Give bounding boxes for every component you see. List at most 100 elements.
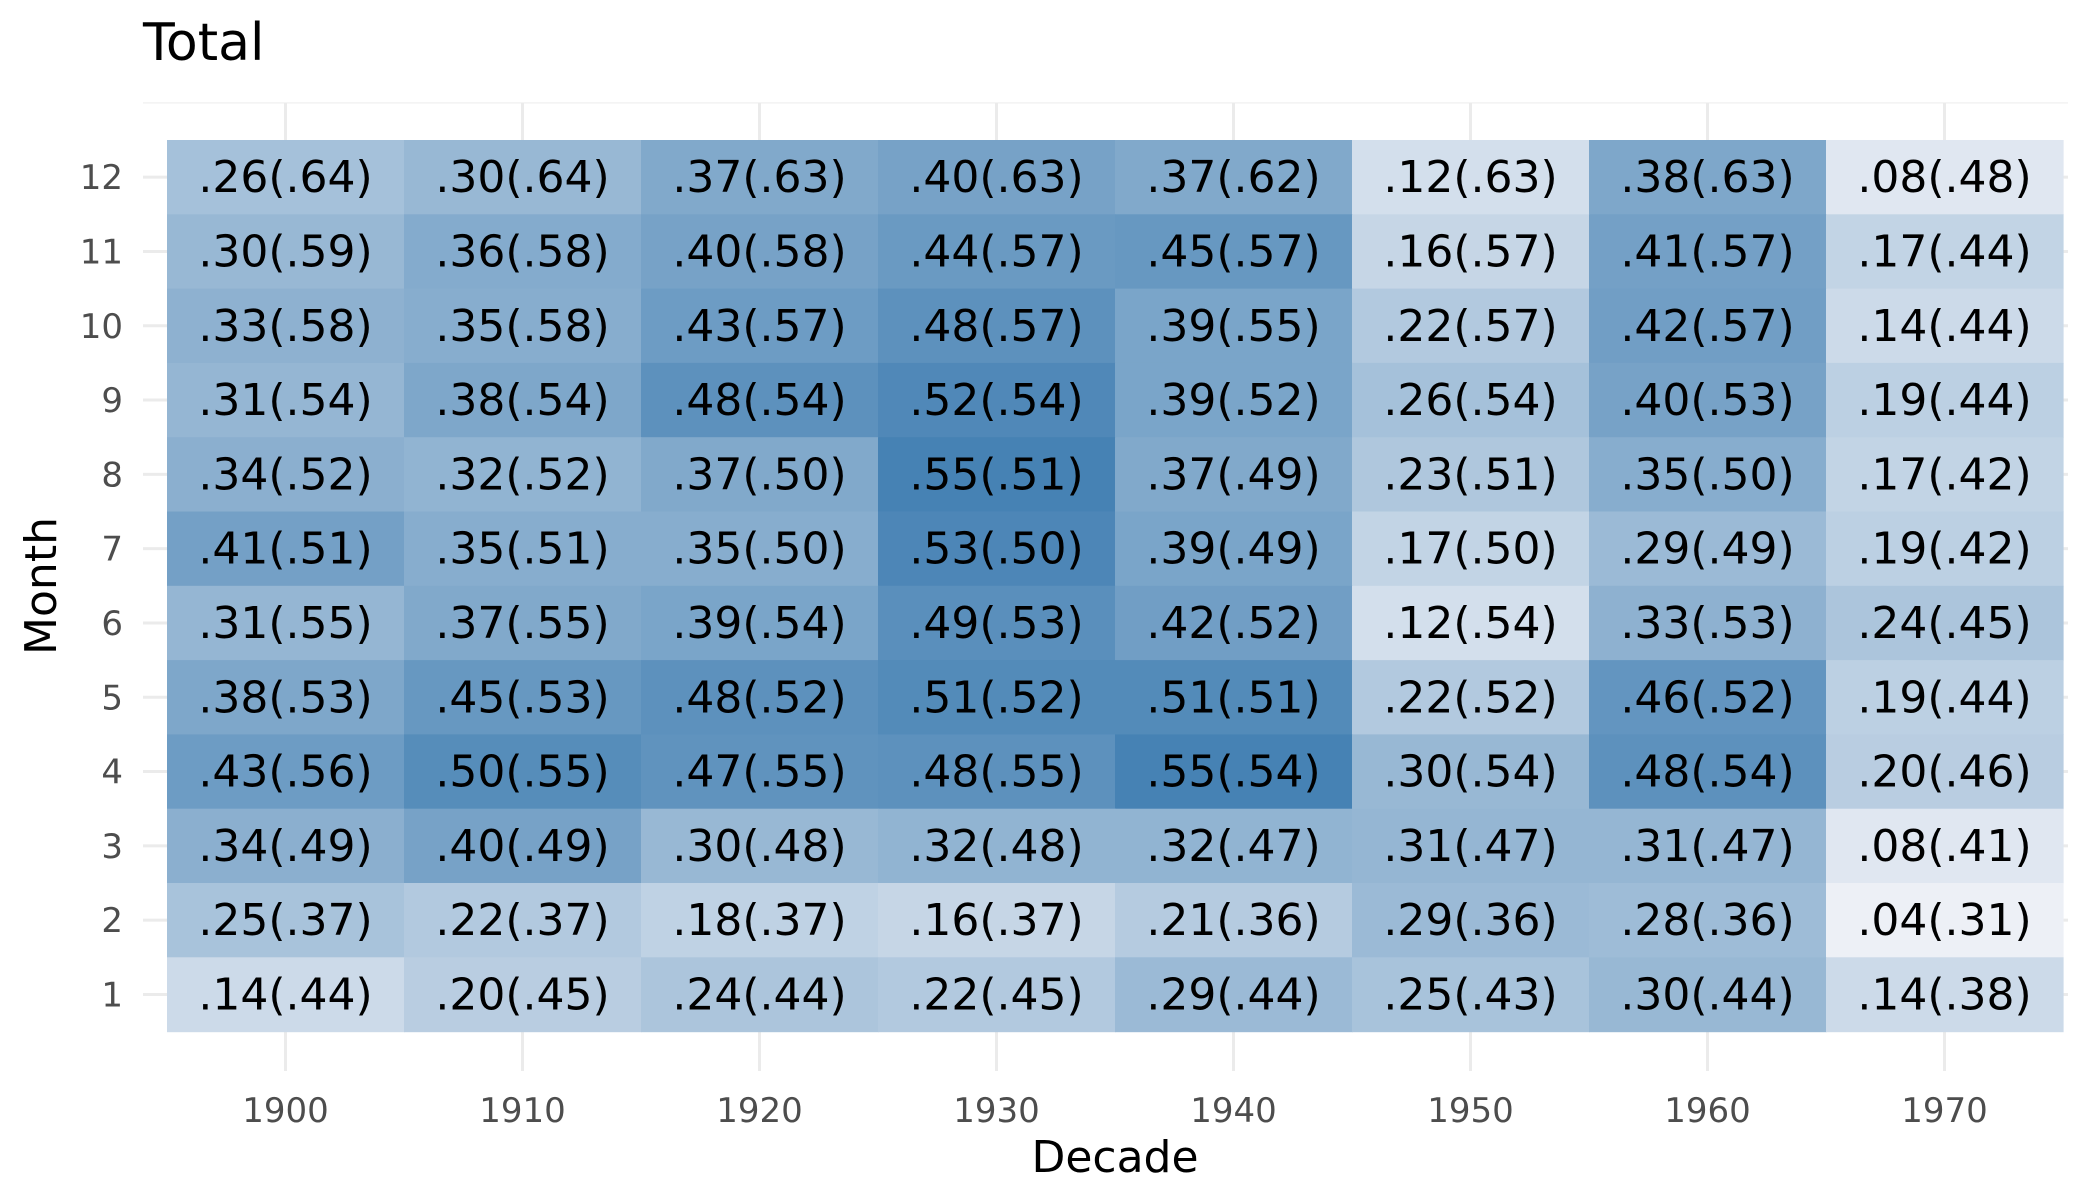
cell-label-m12-d1950: .12(.63) xyxy=(1383,152,1557,203)
cell-label-m1-d1910: .20(.45) xyxy=(435,969,609,1020)
cell-label-m12-d1920: .37(.63) xyxy=(672,152,846,203)
heatmap-cell-m2-d1920 xyxy=(641,883,879,958)
cell-label-m9-d1970: .19(.44) xyxy=(1857,375,2031,426)
cell-label-m5-d1960: .46(.52) xyxy=(1620,672,1794,723)
cell-label-m10-d1970: .14(.44) xyxy=(1857,301,2031,352)
heatmap-cell-m7-d1970 xyxy=(1826,511,2064,587)
cell-label-m8-d1970: .17(.42) xyxy=(1857,449,2031,500)
heatmap-cell-m9-d1960 xyxy=(1589,362,1827,438)
cell-label-m10-d1960: .42(.57) xyxy=(1620,301,1794,352)
y-tick-label: 11 xyxy=(80,232,123,272)
heatmap-cell-m11-d1960 xyxy=(1589,214,1827,290)
heatmap-cell-m6-d1900 xyxy=(167,585,405,661)
heatmap-cell-m7-d1930 xyxy=(878,511,1116,587)
cell-label-m12-d1910: .30(.64) xyxy=(435,152,609,203)
cell-label-m1-d1940: .29(.44) xyxy=(1146,969,1320,1020)
cell-label-m8-d1940: .37(.49) xyxy=(1146,449,1320,500)
cell-label-m9-d1900: .31(.54) xyxy=(198,375,372,426)
cell-label-m12-d1900: .26(.64) xyxy=(198,152,372,203)
heatmap-cell-m11-d1900 xyxy=(167,214,405,290)
y-tick-label: 4 xyxy=(101,753,123,793)
heatmap-cell-m6-d1920 xyxy=(641,585,879,661)
cell-label-m7-d1940: .39(.49) xyxy=(1146,524,1320,575)
x-axis-title: Decade xyxy=(1031,1132,1198,1183)
y-tick-label: 12 xyxy=(80,158,123,198)
cell-label-m3-d1950: .31(.47) xyxy=(1383,821,1557,872)
heatmap-cell-m2-d1900 xyxy=(167,883,405,958)
y-tick-label: 8 xyxy=(101,455,123,495)
cell-label-m6-d1950: .12(.54) xyxy=(1383,598,1557,649)
cell-label-m8-d1920: .37(.50) xyxy=(672,449,846,500)
heatmap-cell-m6-d1960 xyxy=(1589,585,1827,661)
heatmap-cell-m8-d1940 xyxy=(1115,437,1353,513)
heatmap-cell-m11-d1930 xyxy=(878,214,1116,290)
cell-label-m2-d1960: .28(.36) xyxy=(1620,895,1794,946)
cell-label-m7-d1970: .19(.42) xyxy=(1857,524,2031,575)
cell-label-m11-d1920: .40(.58) xyxy=(672,226,846,277)
heatmap-cell-m3-d1910 xyxy=(404,808,642,884)
heatmap-cell-m8-d1960 xyxy=(1589,437,1827,513)
cell-label-m3-d1940: .32(.47) xyxy=(1146,821,1320,872)
heatmap-cell-m9-d1910 xyxy=(404,362,642,438)
cell-label-m10-d1950: .22(.57) xyxy=(1383,301,1557,352)
heatmap-cell-m11-d1910 xyxy=(404,214,642,290)
heatmap-cell-m9-d1940 xyxy=(1115,362,1353,438)
heatmap-cell-m10-d1940 xyxy=(1115,288,1353,364)
cell-label-m9-d1910: .38(.54) xyxy=(435,375,609,426)
cells-layer xyxy=(167,140,2064,1033)
cell-label-m3-d1960: .31(.47) xyxy=(1620,821,1794,872)
cell-label-m9-d1960: .40(.53) xyxy=(1620,375,1794,426)
heatmap-cell-m2-d1930 xyxy=(878,883,1116,958)
cell-label-m4-d1960: .48(.54) xyxy=(1620,747,1794,798)
heatmap-cell-m2-d1960 xyxy=(1589,883,1827,958)
heatmap-cell-m5-d1900 xyxy=(167,660,405,735)
heatmap-cell-m5-d1970 xyxy=(1826,660,2064,735)
cell-label-m11-d1970: .17(.44) xyxy=(1857,226,2031,277)
heatmap-cell-m1-d1920 xyxy=(641,957,879,1033)
heatmap-cell-m4-d1930 xyxy=(878,734,1116,810)
x-tick-label: 1920 xyxy=(716,1091,803,1131)
cell-label-m1-d1930: .22(.45) xyxy=(909,969,1083,1020)
heatmap-cell-m4-d1900 xyxy=(167,734,405,810)
cell-label-m10-d1940: .39(.55) xyxy=(1146,301,1320,352)
heatmap-cell-m5-d1920 xyxy=(641,660,879,735)
heatmap-cell-m6-d1940 xyxy=(1115,585,1353,661)
heatmap-cell-m5-d1910 xyxy=(404,660,642,735)
chart-title: Total xyxy=(142,13,264,73)
cell-labels-layer: .26(.64) .30(.64) .37(.63) .40(.63) .37(.62)… xyxy=(198,152,2031,1020)
heatmap-cell-m3-d1940 xyxy=(1115,808,1353,884)
cell-label-m9-d1920: .48(.54) xyxy=(672,375,846,426)
y-tick-label: 9 xyxy=(101,381,123,421)
heatmap-cell-m10-d1950 xyxy=(1352,288,1590,364)
cell-label-m6-d1900: .31(.55) xyxy=(198,598,372,649)
heatmap-cell-m8-d1950 xyxy=(1352,437,1590,513)
x-tick-label: 1940 xyxy=(1190,1091,1277,1131)
heatmap-cell-m7-d1940 xyxy=(1115,511,1353,587)
cell-label-m8-d1900: .34(.52) xyxy=(198,449,372,500)
cell-label-m8-d1950: .23(.51) xyxy=(1383,449,1557,500)
heatmap-cell-m12-d1930 xyxy=(878,140,1116,215)
cell-label-m5-d1920: .48(.52) xyxy=(672,672,846,723)
heatmap-cell-m3-d1960 xyxy=(1589,808,1827,884)
x-tick-label: 1930 xyxy=(953,1091,1040,1131)
heatmap-cell-m11-d1970 xyxy=(1826,214,2064,290)
cell-label-m11-d1930: .44(.57) xyxy=(909,226,1083,277)
heatmap-cell-m4-d1950 xyxy=(1352,734,1590,810)
cell-label-m12-d1960: .38(.63) xyxy=(1620,152,1794,203)
cell-label-m10-d1910: .35(.58) xyxy=(435,301,609,352)
cell-label-m7-d1900: .41(.51) xyxy=(198,524,372,575)
cell-label-m5-d1940: .51(.51) xyxy=(1146,672,1320,723)
heatmap-cell-m7-d1950 xyxy=(1352,511,1590,587)
heatmap-cell-m6-d1910 xyxy=(404,585,642,661)
cell-label-m4-d1950: .30(.54) xyxy=(1383,747,1557,798)
cell-label-m1-d1900: .14(.44) xyxy=(198,969,372,1020)
cell-label-m9-d1930: .52(.54) xyxy=(909,375,1083,426)
heatmap-cell-m4-d1940 xyxy=(1115,734,1353,810)
cell-label-m11-d1950: .16(.57) xyxy=(1383,226,1557,277)
cell-label-m4-d1920: .47(.55) xyxy=(672,747,846,798)
heatmap-cell-m5-d1940 xyxy=(1115,660,1353,735)
heatmap-cell-m10-d1900 xyxy=(167,288,405,364)
heatmap-cell-m10-d1970 xyxy=(1826,288,2064,364)
